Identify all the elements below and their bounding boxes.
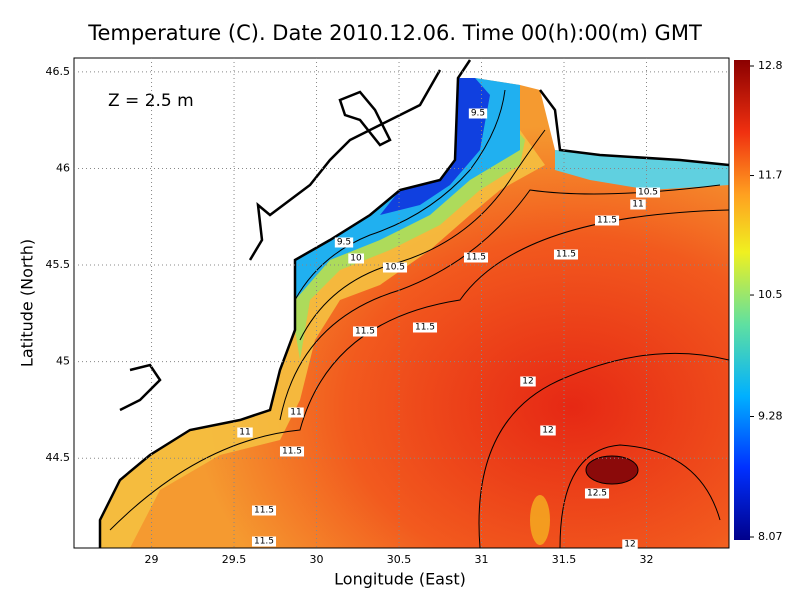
contour-label-box	[412, 322, 438, 333]
x-tick-label: 31	[475, 553, 489, 566]
contour-label: 11.5	[352, 326, 378, 337]
contour-label-box	[540, 425, 556, 436]
contour-label: 11	[237, 427, 253, 438]
contour-label-box	[584, 488, 610, 499]
plot-frame	[73, 57, 730, 549]
y-tick-label: 44.5	[46, 451, 71, 464]
contour-label-text: 11	[632, 200, 643, 210]
field	[74, 58, 729, 548]
contour-label-text: 12	[522, 377, 533, 387]
y-tick-label: 45	[56, 355, 70, 368]
contour-label-box	[463, 252, 489, 263]
contour-label-text: 11.5	[254, 506, 274, 516]
contour-label-box	[334, 237, 354, 248]
contour-label-text: 9.5	[337, 238, 351, 248]
contour-label: 10.5	[635, 187, 661, 198]
colorbar-tick-label: 8.07	[758, 530, 783, 543]
contour-label-box	[251, 505, 277, 516]
contour-label: 11	[630, 199, 646, 210]
contour-label: 10	[348, 253, 364, 264]
contour-label: 9.5	[468, 108, 488, 119]
y-tick-label: 46	[56, 161, 70, 174]
contour-label: 12	[622, 539, 638, 550]
contour-label-text: 11.5	[254, 537, 274, 547]
x-tick-label: 32	[640, 553, 654, 566]
contour-label-box	[630, 199, 646, 210]
contour-label-box	[352, 326, 378, 337]
contour-label-box	[348, 253, 364, 264]
contour-label-text: 11.5	[597, 216, 617, 226]
contour-label: 11.5	[553, 249, 579, 260]
contour-label-text: 12.5	[587, 489, 607, 499]
contour-label-box	[594, 215, 620, 226]
contour-label-box	[520, 376, 536, 387]
colorbar-tick-label: 9.28	[758, 410, 783, 423]
x-tick-label: 29	[145, 553, 159, 566]
contour-label-text: 12	[542, 426, 553, 436]
x-tick-label: 30.5	[387, 553, 412, 566]
colorbar-tick-label: 12.8	[758, 59, 783, 72]
contour-label-text: 11.5	[355, 327, 375, 337]
x-tick-label: 30	[310, 553, 324, 566]
contour-label-text: 11.5	[556, 250, 576, 260]
depth-annotation: Z = 2.5 m	[108, 91, 194, 111]
contour-label-text: 9.5	[471, 109, 485, 119]
contour-label-text: 11.5	[282, 447, 302, 457]
y-tick-label: 46.5	[46, 65, 71, 78]
contour-label-box	[635, 187, 661, 198]
contour-label-box	[237, 427, 253, 438]
contour-label: 11	[288, 407, 304, 418]
colorbar-tick-label: 11.7	[758, 169, 783, 182]
contour-label: 12.5	[584, 488, 610, 499]
contour-label-box	[251, 536, 277, 547]
x-tick-label: 29.5	[222, 553, 247, 566]
colorbar	[734, 60, 750, 540]
contour-label: 12	[520, 376, 536, 387]
contour-label-text: 10	[350, 254, 362, 264]
contour-label: 10.5	[382, 262, 408, 273]
contour-label: 11.5	[251, 505, 277, 516]
contour-label: 9.5	[334, 237, 354, 248]
contour-label-box	[279, 446, 305, 457]
contour-label-text: 10.5	[385, 263, 405, 273]
contour-label-text: 11	[239, 428, 250, 438]
contour-label-text: 12	[624, 540, 635, 550]
contour-label-text: 11	[290, 408, 301, 418]
contour-label: 11.5	[463, 252, 489, 263]
x-tick-label: 31.5	[552, 553, 577, 566]
x-axis-label: Longitude (East)	[334, 570, 466, 589]
contour-label: 11.5	[279, 446, 305, 457]
y-axis-label: Latitude (North)	[18, 239, 37, 367]
contour-label: 12	[540, 425, 556, 436]
contour-label-box	[622, 539, 638, 550]
contour-label: 11.5	[412, 322, 438, 333]
contour-label-box	[382, 262, 408, 273]
contour-label-text: 11.5	[415, 323, 435, 333]
contour-label-box	[468, 108, 488, 119]
contour-label: 11.5	[251, 536, 277, 547]
y-tick-label: 45.5	[46, 258, 71, 271]
title: Temperature (C). Date 2010.12.06. Time 0…	[87, 21, 702, 45]
colorbar-tick-label: 10.5	[758, 288, 783, 301]
contour-label-box	[553, 249, 579, 260]
contour-label-text: 10.5	[638, 188, 658, 198]
contour-label-box	[288, 407, 304, 418]
contour-label: 11.5	[594, 215, 620, 226]
contour-label-text: 11.5	[466, 253, 486, 263]
